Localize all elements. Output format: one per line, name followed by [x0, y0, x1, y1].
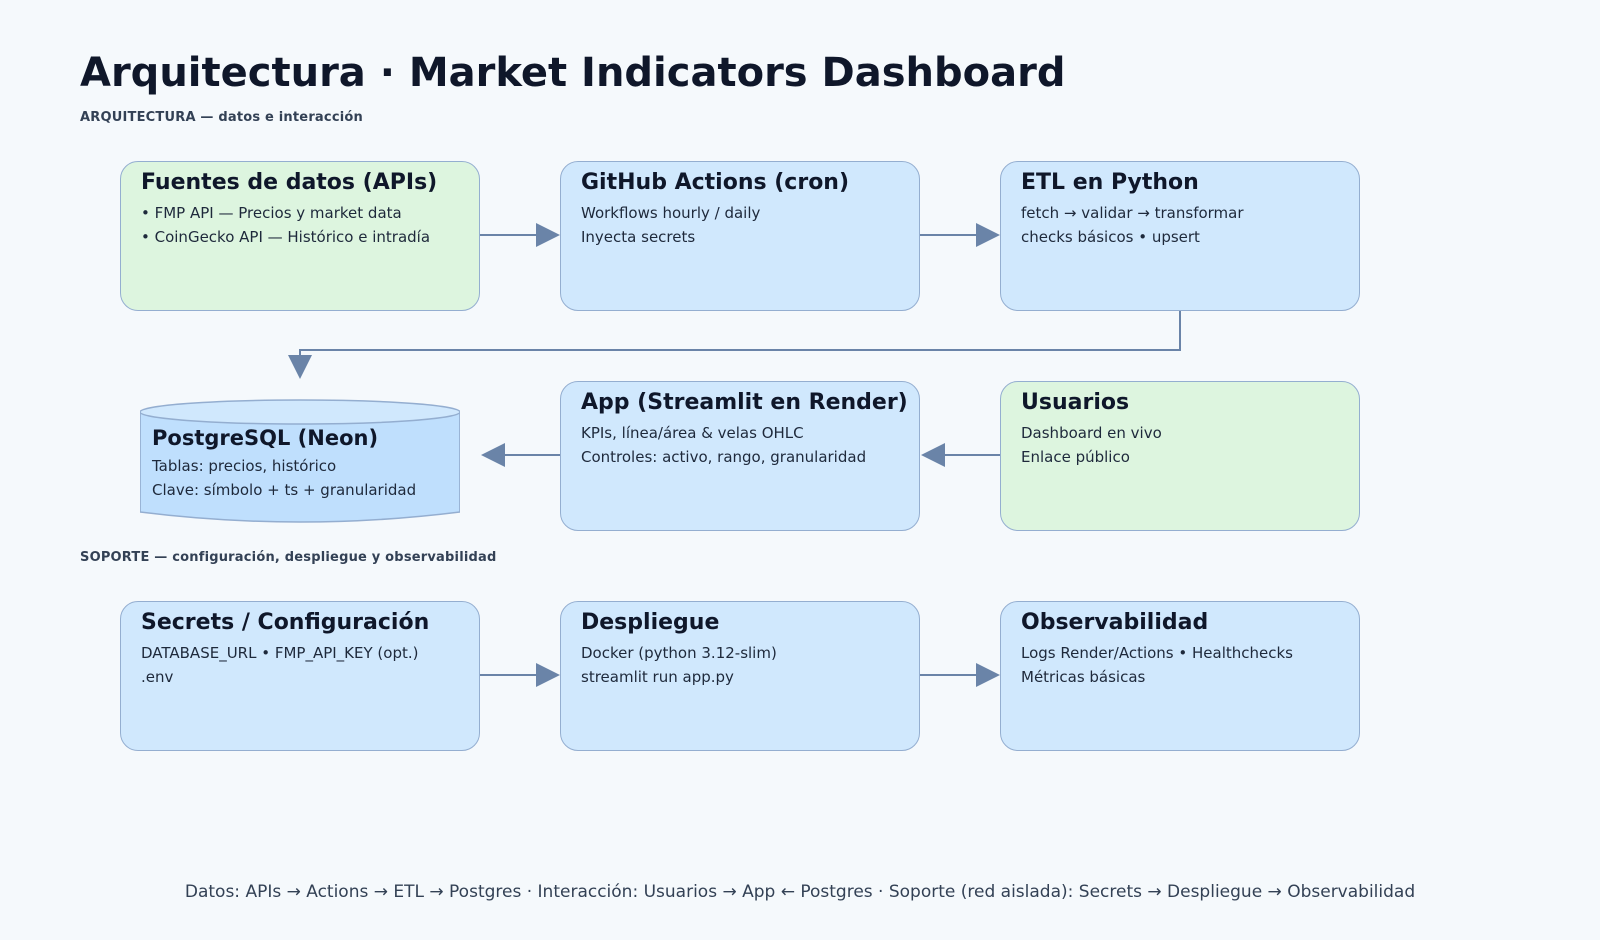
- database-cylinder-icon: [140, 399, 460, 523]
- node-observability-title: Observabilidad: [1021, 610, 1209, 635]
- arrowhead-icon: [976, 223, 1000, 247]
- node-sources-line: • CoinGecko API — Histórico e intradía: [141, 228, 431, 246]
- node-users-line: Enlace público: [1021, 448, 1130, 466]
- node-actions: GitHub Actions (cron) Workflows hourly /…: [560, 161, 920, 311]
- node-actions-line: Workflows hourly / daily: [581, 204, 761, 222]
- node-observability: Observabilidad Logs Render/Actions • Hea…: [1000, 601, 1360, 751]
- node-deploy-line: streamlit run app.py: [581, 668, 734, 686]
- arrowhead-icon: [536, 663, 560, 687]
- node-users: Usuarios Dashboard en vivo Enlace públic…: [1000, 381, 1360, 531]
- node-postgres-title: PostgreSQL (Neon): [152, 426, 379, 450]
- node-deploy-line: Docker (python 3.12-slim): [581, 644, 777, 662]
- node-observability-line: Logs Render/Actions • Healthchecks: [1021, 644, 1293, 662]
- arrowhead-icon: [536, 223, 560, 247]
- arrowhead-icon: [288, 355, 312, 379]
- node-postgres-line: Tablas: precios, histórico: [152, 457, 337, 475]
- node-etl-title: ETL en Python: [1021, 170, 1199, 195]
- node-users-title: Usuarios: [1021, 390, 1130, 415]
- node-users-line: Dashboard en vivo: [1021, 424, 1162, 442]
- page-title: Arquitectura · Market Indicators Dashboa…: [80, 50, 1066, 96]
- node-app-line: Controles: activo, rango, granularidad: [581, 448, 867, 466]
- node-postgres-line: Clave: símbolo + ts + granularidad: [152, 481, 417, 499]
- arrowhead-icon: [921, 443, 945, 467]
- node-etl-line: checks básicos • upsert: [1021, 228, 1200, 246]
- edge-etl-postgres: [299, 311, 1181, 356]
- node-secrets-line: .env: [141, 668, 174, 686]
- node-app: App (Streamlit en Render) KPIs, línea/ár…: [560, 381, 920, 531]
- arrowhead-icon: [481, 443, 505, 467]
- node-actions-title: GitHub Actions (cron): [581, 170, 850, 195]
- node-sources: Fuentes de datos (APIs) • FMP API — Prec…: [120, 161, 480, 311]
- node-sources-title: Fuentes de datos (APIs): [141, 170, 438, 195]
- node-postgres: PostgreSQL (Neon) Tablas: precios, histó…: [140, 392, 460, 524]
- node-sources-line: • FMP API — Precios y market data: [141, 204, 402, 222]
- node-etl-line: fetch → validar → transformar: [1021, 204, 1244, 222]
- node-app-line: KPIs, línea/área & velas OHLC: [581, 424, 804, 442]
- node-secrets: Secrets / Configuración DATABASE_URL • F…: [120, 601, 480, 751]
- node-observability-line: Métricas básicas: [1021, 668, 1146, 686]
- footer-summary: Datos: APIs → Actions → ETL → Postgres ·…: [184, 882, 1416, 902]
- node-actions-line: Inyecta secrets: [581, 228, 696, 246]
- node-etl: ETL en Python fetch → validar → transfor…: [1000, 161, 1360, 311]
- node-secrets-title: Secrets / Configuración: [141, 610, 430, 635]
- node-secrets-line: DATABASE_URL • FMP_API_KEY (opt.): [141, 644, 419, 662]
- node-app-title: App (Streamlit en Render): [581, 390, 908, 415]
- arrowhead-icon: [976, 663, 1000, 687]
- node-deploy-title: Despliegue: [581, 610, 720, 635]
- section-label-architecture: ARQUITECTURA — datos e interacción: [80, 110, 363, 125]
- section-label-support: SOPORTE — configuración, despliegue y ob…: [80, 550, 497, 565]
- node-deploy: Despliegue Docker (python 3.12-slim) str…: [560, 601, 920, 751]
